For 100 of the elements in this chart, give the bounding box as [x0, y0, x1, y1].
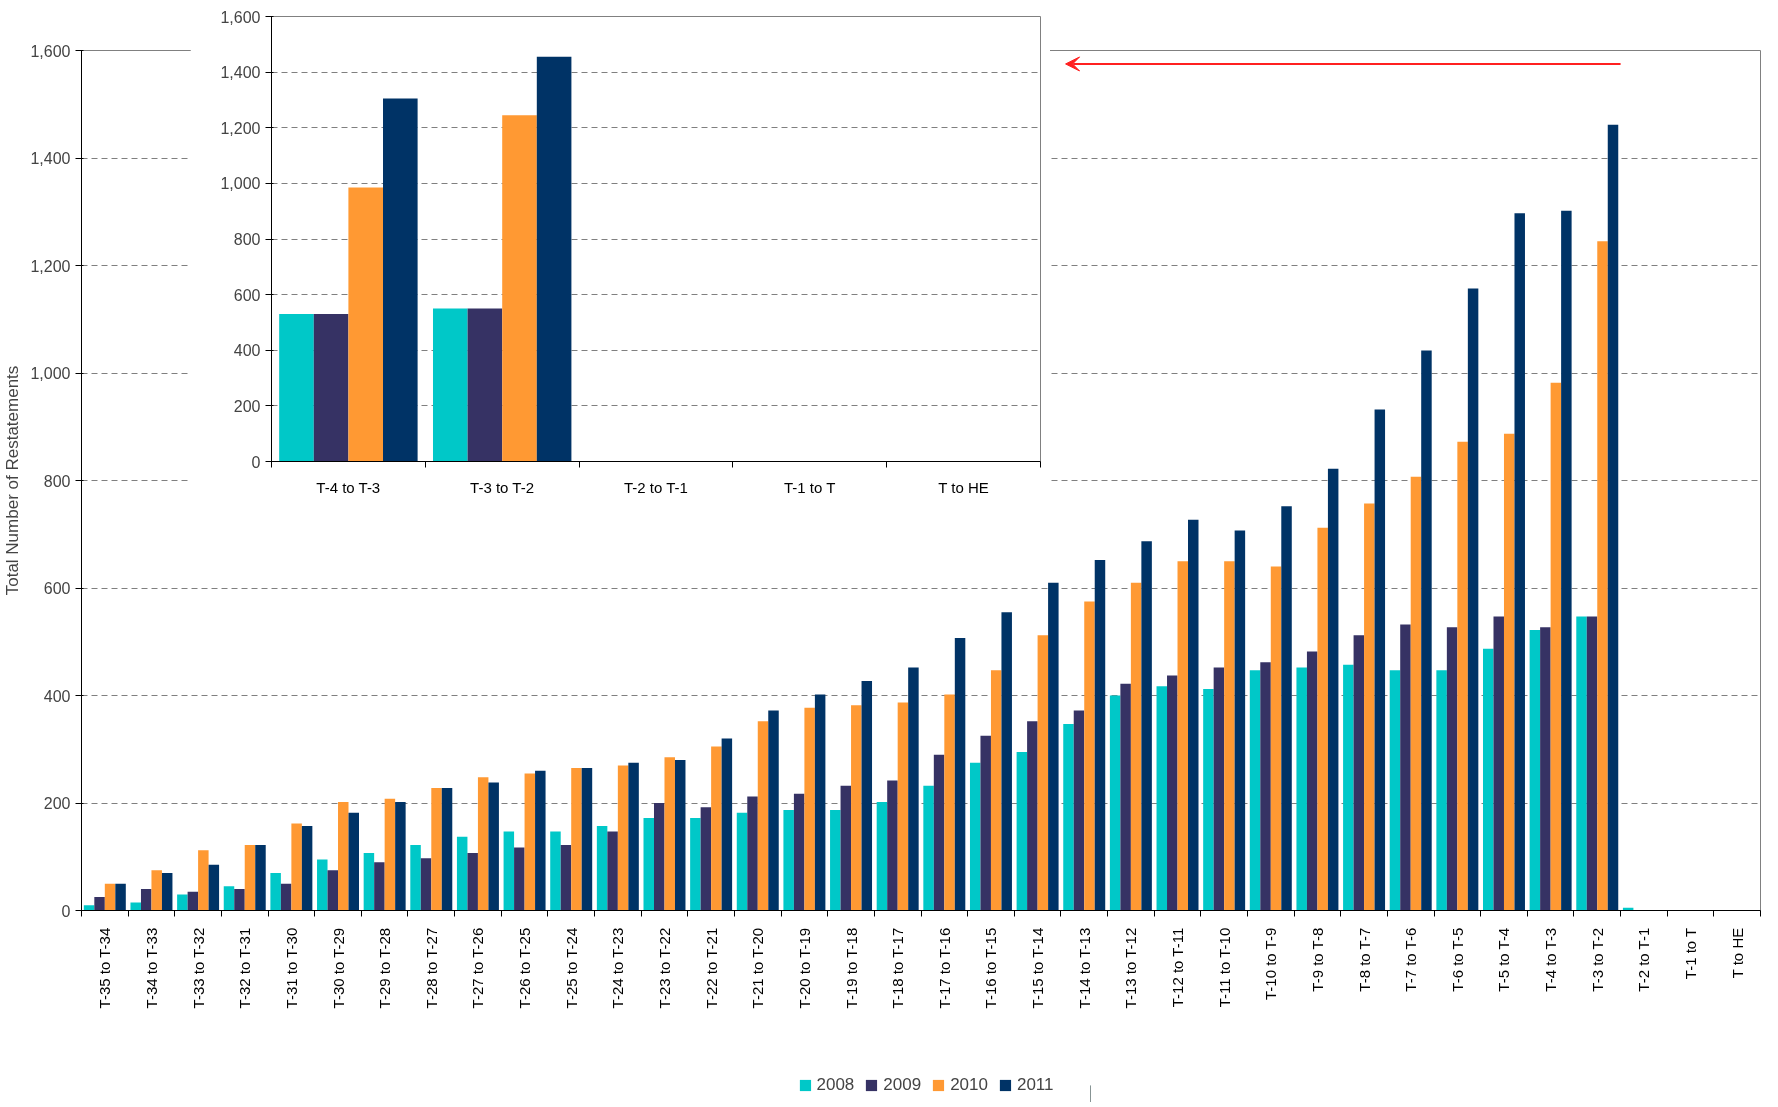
- bar: [736, 812, 748, 911]
- bar: [571, 768, 582, 911]
- bar: [804, 707, 815, 911]
- x-tick-label: T-5 to T-4: [1495, 927, 1513, 992]
- bar: [420, 858, 432, 911]
- bar: [374, 862, 385, 911]
- x-tick-label: T-34 to T-33: [142, 927, 160, 1009]
- bar: [757, 721, 769, 911]
- bar: [244, 844, 256, 911]
- bar: [1084, 601, 1095, 911]
- x-tick-label: T-24 to T-23: [609, 927, 627, 1009]
- bar: [1203, 689, 1214, 911]
- bar: [783, 809, 794, 911]
- bar: [1224, 561, 1235, 911]
- bar: [980, 735, 991, 911]
- y-tick-label: 800: [43, 472, 71, 490]
- bar: [1317, 527, 1328, 911]
- y-tick-label: 1,200: [30, 257, 71, 275]
- x-tick-label: T to HE: [1728, 927, 1746, 979]
- bar: [104, 883, 116, 911]
- bar: [1364, 503, 1375, 911]
- x-tick-label: T-27 to T-26: [469, 927, 487, 1009]
- bar: [432, 308, 468, 462]
- x-tick-label: T to HE: [938, 478, 989, 496]
- bar: [313, 314, 349, 462]
- bar: [177, 894, 188, 911]
- bar: [94, 897, 105, 911]
- bar: [617, 765, 629, 911]
- bar: [1586, 616, 1598, 911]
- bar: [1607, 124, 1619, 911]
- bar: [851, 705, 862, 911]
- y-tick-label: 1,200: [220, 119, 261, 137]
- bar: [1109, 695, 1121, 911]
- bar: [1270, 566, 1282, 911]
- bar: [1597, 241, 1608, 911]
- bar: [1446, 627, 1458, 911]
- bar: [1167, 675, 1178, 911]
- bar: [814, 694, 826, 911]
- bar: [1421, 350, 1432, 911]
- y-tick-label: 600: [233, 286, 261, 304]
- x-tick-label: T-2 to T-1: [1635, 927, 1653, 992]
- x-tick-label: T-1 to T: [1682, 927, 1700, 980]
- bar: [503, 831, 515, 911]
- bar: [363, 852, 375, 911]
- bar: [1027, 721, 1038, 911]
- bar: [1374, 409, 1386, 911]
- bar: [410, 844, 421, 911]
- bar: [1353, 635, 1365, 911]
- x-tick-label: T-9 to T-8: [1308, 927, 1326, 992]
- bar: [1400, 624, 1411, 911]
- bar: [628, 762, 639, 911]
- x-tick-label: T-6 to T-5: [1448, 927, 1466, 992]
- y-tick-label: 200: [233, 397, 261, 415]
- legend-label: 2011: [1016, 1075, 1054, 1095]
- bar: [1436, 670, 1447, 911]
- bar: [607, 831, 618, 911]
- bar: [793, 793, 805, 911]
- bar: [1561, 210, 1572, 911]
- bar: [1260, 662, 1271, 911]
- x-tick-label: T-3 to T-2: [1588, 927, 1606, 992]
- x-tick-label: T-4 to T-3: [316, 478, 381, 496]
- bar: [291, 823, 302, 911]
- x-tick-label: T-30 to T-29: [329, 927, 347, 1009]
- bar: [431, 787, 442, 911]
- x-tick-label: T-22 to T-21: [702, 927, 720, 1009]
- bar: [223, 886, 235, 911]
- x-tick-label: T-7 to T-6: [1402, 927, 1420, 992]
- legend-label: 2009: [883, 1075, 922, 1095]
- bar: [338, 801, 349, 911]
- bar: [933, 754, 945, 911]
- y-tick-label: 400: [233, 342, 261, 360]
- bar: [653, 803, 665, 911]
- x-tick-label: T-26 to T-25: [516, 927, 534, 1009]
- x-tick-label: T-19 to T-18: [842, 927, 860, 1009]
- bar: [1177, 561, 1189, 911]
- x-tick-label: T-20 to T-19: [795, 927, 813, 1009]
- bar: [861, 680, 873, 911]
- legend-label: 2010: [950, 1075, 988, 1095]
- bar: [234, 889, 245, 911]
- bar: [1306, 651, 1318, 911]
- bar: [1188, 519, 1199, 911]
- bar: [990, 670, 1002, 911]
- bar: [441, 787, 453, 911]
- bar: [279, 314, 314, 462]
- legend-label: 2008: [816, 1075, 855, 1095]
- bar: [830, 809, 841, 911]
- bar: [1550, 382, 1562, 911]
- bar: [502, 115, 537, 462]
- x-tick-label: T-13 to T-12: [1122, 927, 1140, 1009]
- x-tick-label: T-4 to T-3: [1542, 927, 1560, 992]
- bar: [1281, 506, 1292, 911]
- x-tick-label: T-21 to T-20: [749, 927, 767, 1009]
- bar: [1016, 751, 1028, 911]
- bar: [535, 770, 546, 911]
- bar: [467, 308, 503, 462]
- bar: [1048, 582, 1059, 911]
- x-tick-label: T-15 to T-14: [1029, 927, 1047, 1009]
- bar: [301, 826, 313, 911]
- bar: [560, 844, 572, 911]
- bar: [280, 883, 292, 911]
